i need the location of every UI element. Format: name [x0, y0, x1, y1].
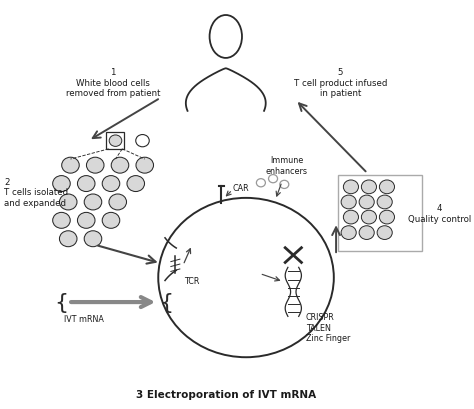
Text: TCR: TCR	[184, 276, 200, 285]
Circle shape	[109, 136, 122, 147]
Circle shape	[84, 195, 102, 210]
Circle shape	[84, 231, 102, 247]
Circle shape	[377, 226, 392, 240]
Text: 5
T cell product infused
in patient: 5 T cell product infused in patient	[294, 68, 387, 98]
Circle shape	[343, 180, 358, 194]
Text: CRISPR
TALEN
Zinc Finger: CRISPR TALEN Zinc Finger	[306, 312, 350, 342]
Circle shape	[77, 213, 95, 229]
Circle shape	[53, 176, 70, 192]
Circle shape	[53, 213, 70, 229]
Circle shape	[109, 195, 127, 210]
Text: {: {	[55, 292, 69, 312]
Bar	[338, 176, 421, 252]
Bar	[107, 133, 125, 149]
Text: 3 Electroporation of IVT mRNA: 3 Electroporation of IVT mRNA	[136, 389, 316, 399]
Circle shape	[62, 158, 79, 174]
Circle shape	[127, 176, 145, 192]
Circle shape	[341, 196, 356, 209]
Text: Immune
enhancers: Immune enhancers	[265, 156, 308, 175]
Text: IVT mRNA: IVT mRNA	[64, 314, 104, 323]
Text: 1
White blood cells
removed from patient: 1 White blood cells removed from patient	[66, 68, 161, 98]
Circle shape	[341, 226, 356, 240]
Circle shape	[361, 180, 376, 194]
Text: {: {	[159, 292, 173, 312]
Circle shape	[77, 176, 95, 192]
Circle shape	[136, 158, 154, 174]
Circle shape	[343, 211, 358, 225]
Circle shape	[111, 158, 129, 174]
Circle shape	[59, 195, 77, 210]
Text: 4
Quality control: 4 Quality control	[408, 204, 471, 223]
Text: 2
T cells isolated
and expanded: 2 T cells isolated and expanded	[4, 178, 68, 207]
Circle shape	[361, 211, 376, 225]
Circle shape	[102, 176, 120, 192]
Circle shape	[359, 226, 374, 240]
Circle shape	[377, 196, 392, 209]
Circle shape	[102, 213, 120, 229]
Circle shape	[379, 211, 394, 225]
Text: CAR: CAR	[233, 184, 249, 193]
Circle shape	[379, 180, 394, 194]
Circle shape	[59, 231, 77, 247]
Circle shape	[359, 196, 374, 209]
Circle shape	[86, 158, 104, 174]
